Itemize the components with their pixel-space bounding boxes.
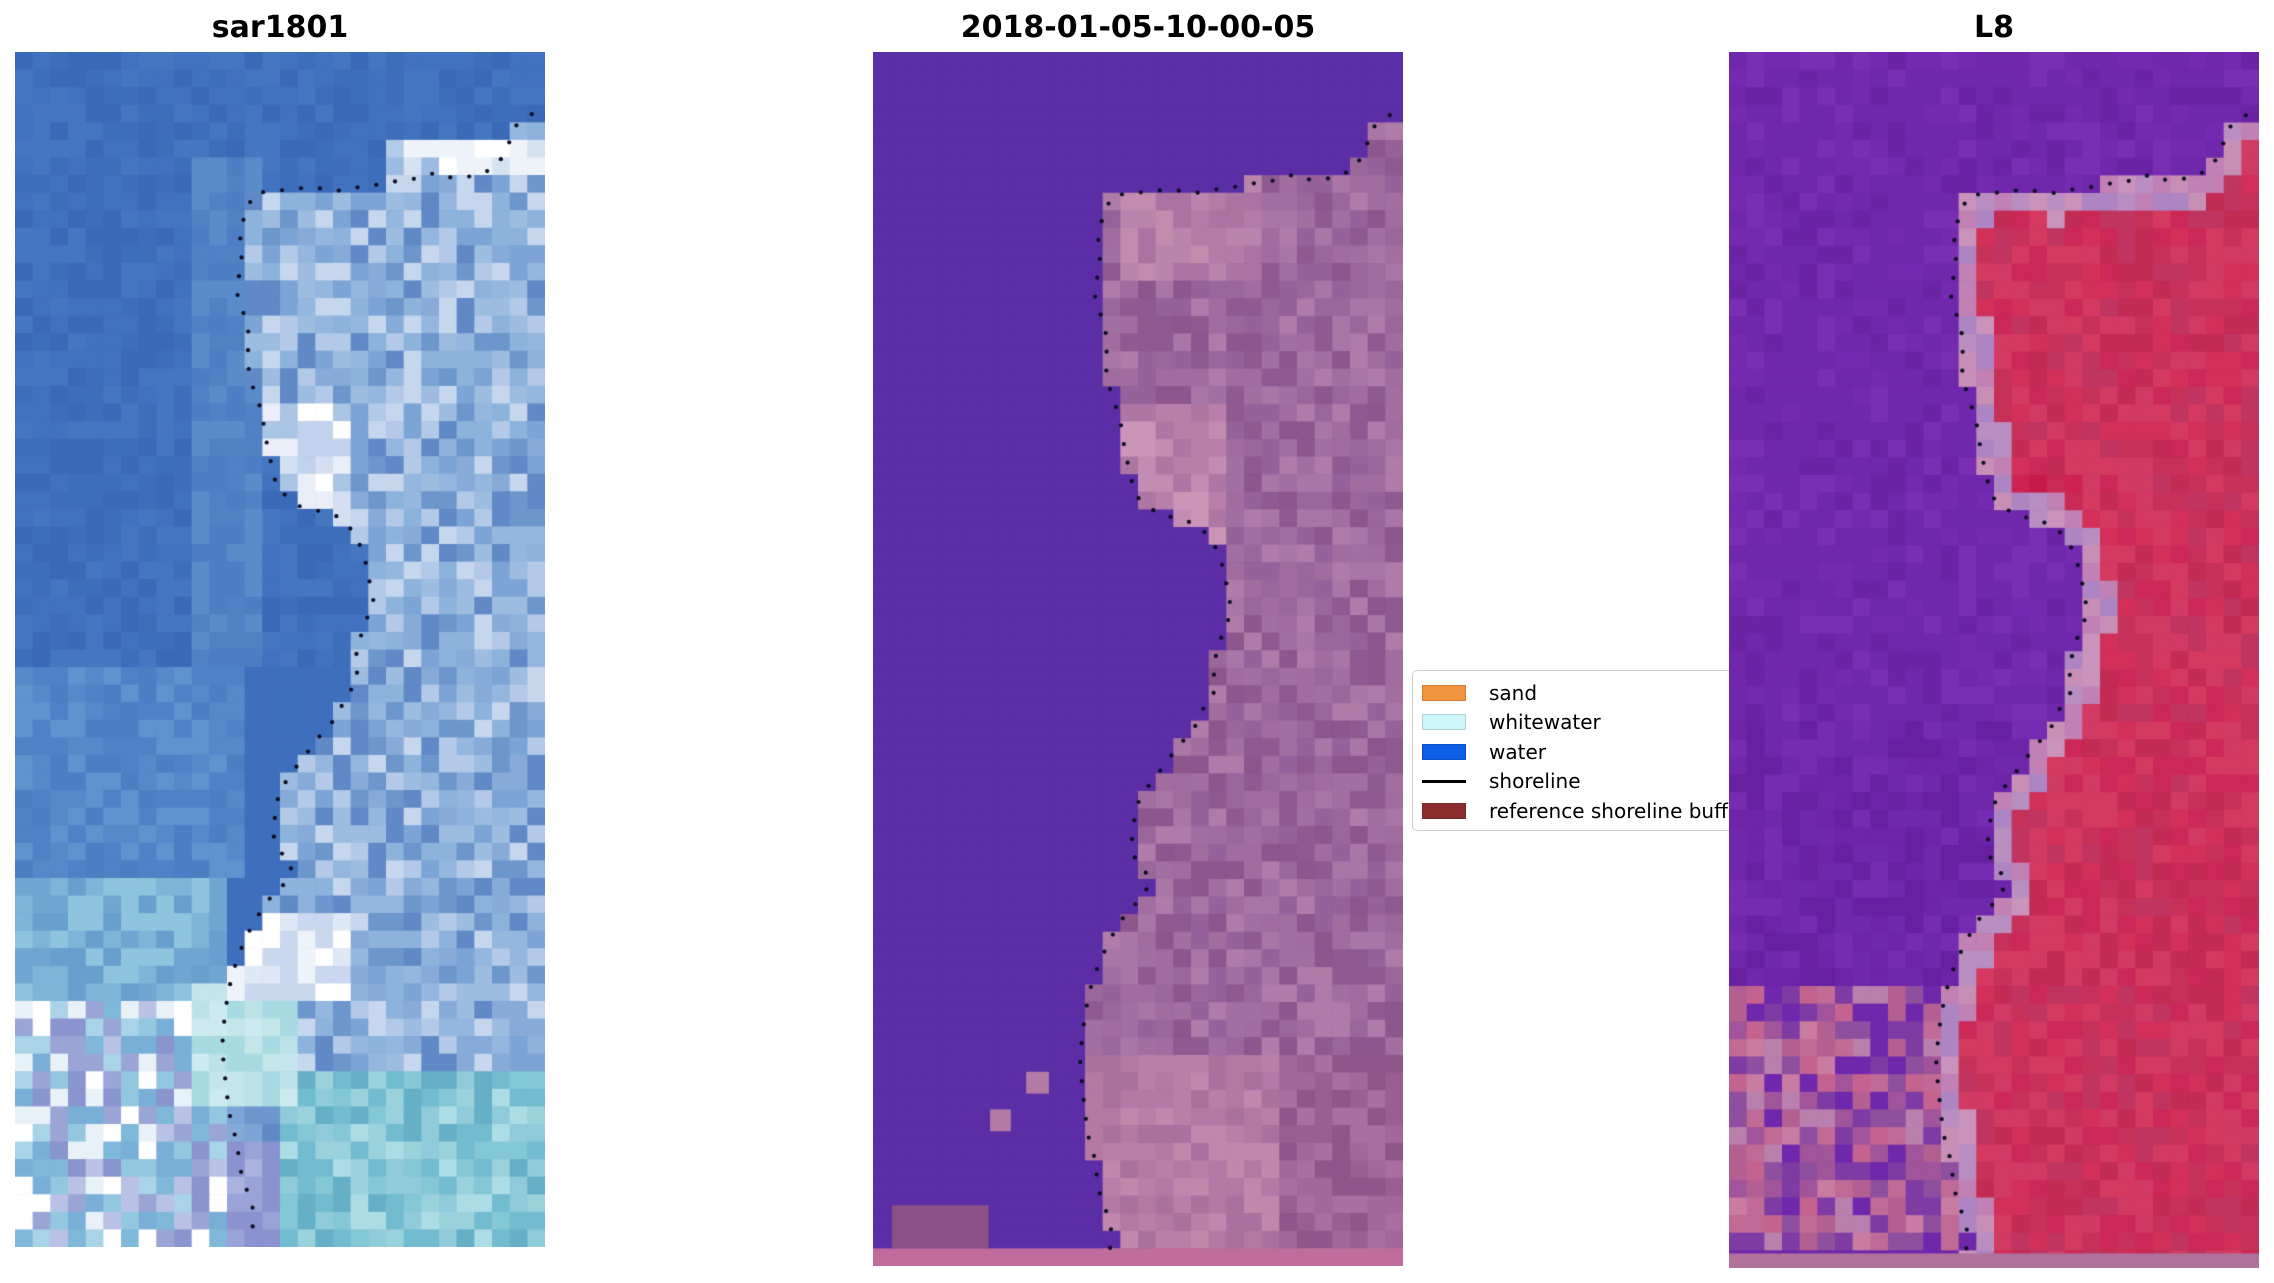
legend-item-water: water	[1422, 737, 1753, 767]
shoreline-line-icon	[1422, 779, 1466, 783]
legend: sand whitewater water shoreline referenc…	[1412, 670, 1754, 831]
panel-image-l8	[1729, 52, 2259, 1268]
legend-item-reference-buffer: reference shoreline buffer	[1422, 796, 1753, 826]
legend-label-shoreline: shoreline	[1489, 769, 1581, 794]
whitewater-swatch-icon	[1422, 714, 1466, 731]
legend-label-sand: sand	[1489, 680, 1538, 705]
water-swatch-icon	[1422, 743, 1466, 760]
panel-title-l8: L8	[1974, 10, 2014, 45]
panel-title-sar1801: sar1801	[211, 10, 349, 45]
panel-title-classified-date: 2018-01-05-10-00-05	[960, 10, 1316, 45]
panel-image-sar1801	[15, 52, 545, 1247]
panel-image-classified	[873, 52, 1403, 1266]
legend-item-shoreline: shoreline	[1422, 767, 1753, 797]
legend-item-sand: sand	[1422, 678, 1753, 708]
reference-buffer-swatch-icon	[1422, 802, 1466, 819]
legend-label-reference-buffer: reference shoreline buffer	[1489, 798, 1749, 823]
sand-swatch-icon	[1422, 684, 1466, 701]
legend-label-whitewater: whitewater	[1489, 710, 1601, 735]
legend-label-water: water	[1489, 739, 1546, 764]
legend-item-whitewater: whitewater	[1422, 708, 1753, 738]
